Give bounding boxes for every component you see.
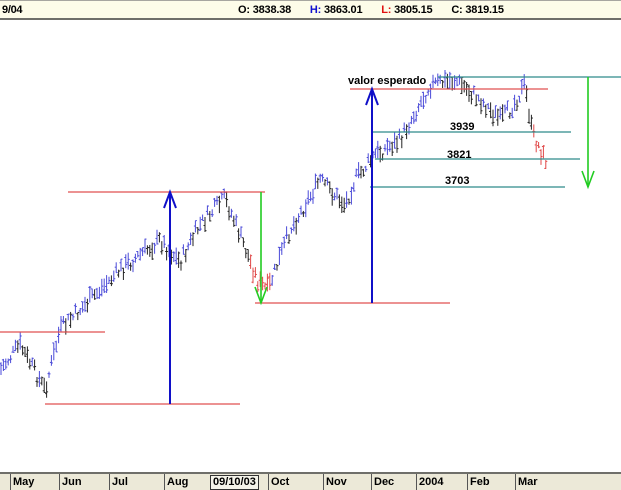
x-tick-feb: Feb: [467, 474, 490, 490]
arrow-head-icon: [365, 86, 379, 106]
x-tick-oct: Oct: [268, 474, 289, 490]
high-label: H:: [309, 4, 322, 16]
time-axis: May Jun Jul Aug 09/10/03 Oct Nov Dec 2004 Feb Mar: [0, 472, 621, 490]
ohlc-values: O: 3838.38 H: 3863.01 L: 3805.15 C: 3819…: [238, 4, 520, 16]
open-label: O:: [238, 4, 250, 16]
level-label-3939: 3939: [450, 121, 475, 133]
open-value: 3838.38: [252, 4, 292, 16]
low-value: 3805.15: [394, 4, 433, 16]
arrow-head-icon: [581, 170, 595, 190]
expected-value-label: valor esperado: [348, 75, 427, 87]
arrow-head-icon: [163, 189, 177, 209]
x-tick-aug: Aug: [164, 474, 188, 490]
low-label: L:: [381, 4, 392, 16]
x-tick-may: May: [10, 474, 34, 490]
x-tick-jul: Jul: [109, 474, 128, 490]
ohlc-header-bar: 9/04 O: 3838.38 H: 3863.01 L: 3805.15 C:…: [0, 0, 621, 20]
arrow-head-icon: [254, 286, 268, 306]
x-tick-mar: Mar: [515, 474, 538, 490]
close-label: C:: [451, 4, 463, 16]
date-label: 9/04: [2, 4, 23, 16]
x-tick-dec: Dec: [371, 474, 394, 490]
level-label-3821: 3821: [447, 149, 472, 161]
level-label-3703: 3703: [445, 175, 470, 187]
x-tick-09-10-03: 09/10/03: [210, 475, 259, 490]
x-tick-nov: Nov: [323, 474, 347, 490]
close-value: 3819.15: [465, 4, 504, 16]
x-tick-jun: Jun: [59, 474, 82, 490]
high-value: 3863.01: [324, 4, 363, 16]
x-tick-2004: 2004: [416, 474, 443, 490]
price-chart[interactable]: [0, 20, 621, 472]
